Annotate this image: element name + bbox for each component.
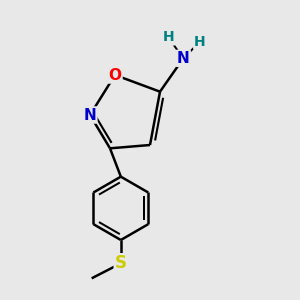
Text: O: O	[109, 68, 122, 82]
Text: H: H	[163, 31, 174, 44]
Text: S: S	[115, 254, 127, 272]
Text: N: N	[177, 51, 190, 66]
Text: N: N	[84, 107, 96, 122]
Text: H: H	[194, 35, 206, 49]
